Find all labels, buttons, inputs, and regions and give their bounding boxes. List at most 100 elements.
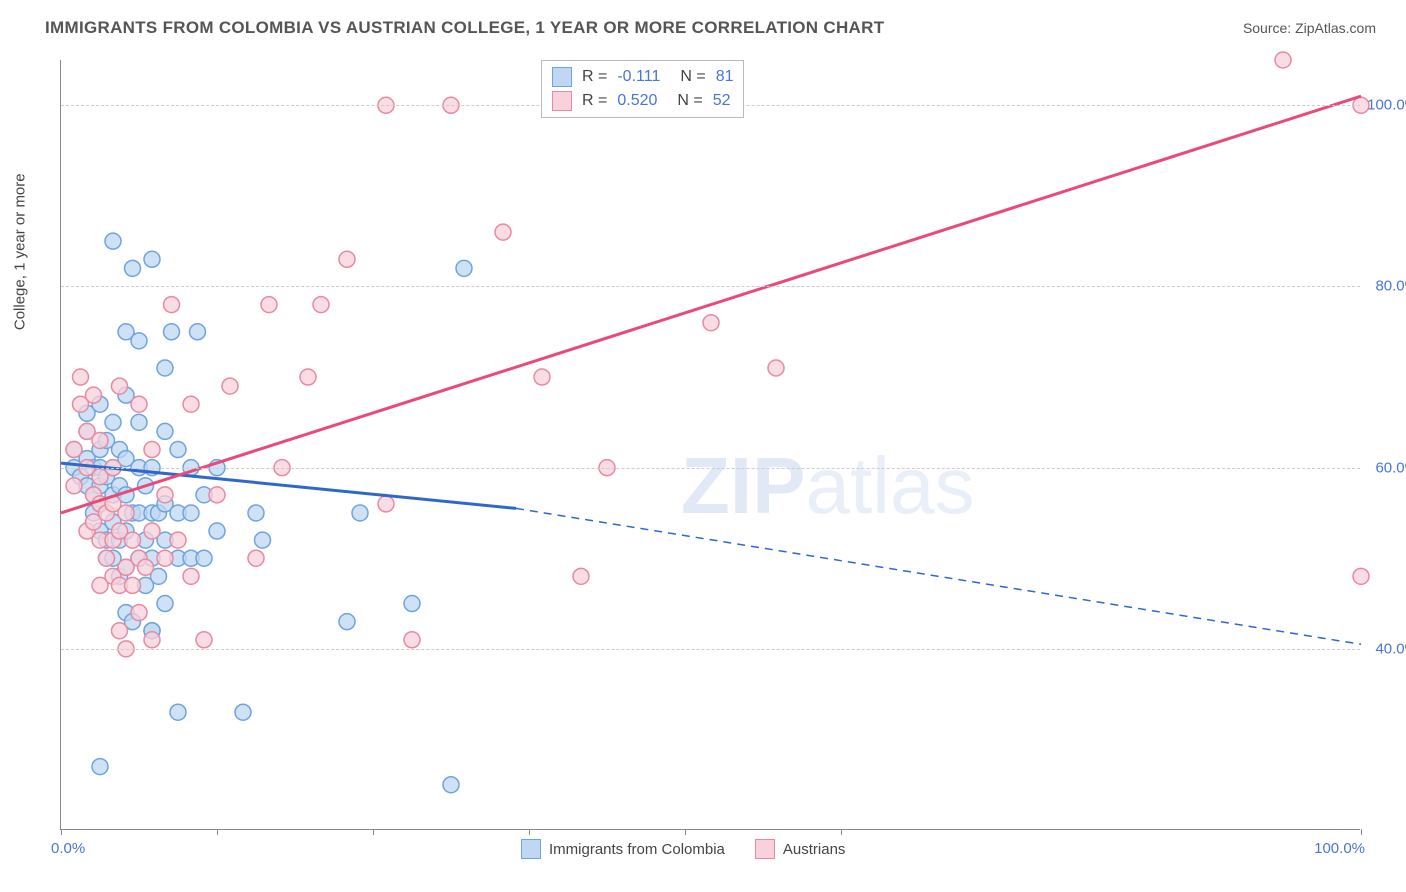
scatter-point (183, 396, 199, 412)
x-tick (529, 829, 530, 835)
scatter-point (170, 704, 186, 720)
chart-plot-area: ZIPatlas R =-0.111N =81R =0.520N =52 40.… (60, 60, 1360, 830)
scatter-point (144, 251, 160, 267)
x-tick (685, 829, 686, 835)
y-tick-label: 80.0% (1375, 278, 1406, 295)
scatter-point (112, 623, 128, 639)
x-tick (841, 829, 842, 835)
scatter-point (456, 260, 472, 276)
trend-line (61, 96, 1361, 513)
legend-series-label: Immigrants from Colombia (549, 841, 725, 858)
x-axis-min-label: 0.0% (51, 840, 85, 857)
scatter-point (92, 759, 108, 775)
scatter-point (534, 369, 550, 385)
scatter-point (255, 532, 271, 548)
scatter-point (73, 369, 89, 385)
scatter-point (170, 442, 186, 458)
scatter-point (209, 523, 225, 539)
scatter-point (157, 360, 173, 376)
legend-series: Immigrants from Colombia Austrians (521, 839, 845, 859)
legend-swatch (521, 839, 541, 859)
scatter-point (131, 605, 147, 621)
scatter-point (105, 233, 121, 249)
gridline (61, 286, 1360, 287)
legend-stat-row: R = 0.520 N = 52 (552, 89, 733, 113)
scatter-point (235, 704, 251, 720)
x-tick (61, 829, 62, 835)
scatter-point (125, 260, 141, 276)
scatter-point (248, 505, 264, 521)
scatter-point (144, 523, 160, 539)
scatter-point (112, 378, 128, 394)
legend-series-item: Immigrants from Colombia (521, 839, 725, 859)
scatter-point (86, 387, 102, 403)
legend-series-item: Austrians (755, 839, 846, 859)
scatter-point (768, 360, 784, 376)
scatter-point (157, 550, 173, 566)
scatter-point (105, 414, 121, 430)
legend-n-value: 81 (716, 68, 734, 86)
chart-title: IMMIGRANTS FROM COLOMBIA VS AUSTRIAN COL… (45, 18, 884, 38)
y-tick-label: 100.0% (1367, 97, 1406, 114)
scatter-point (164, 297, 180, 313)
scatter-point (300, 369, 316, 385)
legend-stats: R = -0.111 N = 81 R = 0.520 N = 52 (541, 60, 744, 118)
scatter-point (261, 297, 277, 313)
scatter-point (190, 324, 206, 340)
scatter-point (131, 414, 147, 430)
scatter-point (92, 432, 108, 448)
scatter-point (144, 442, 160, 458)
legend-r-label: R = (582, 92, 607, 110)
x-axis-max-label: 100.0% (1314, 840, 1365, 857)
legend-n-value: 52 (713, 92, 731, 110)
scatter-point (157, 423, 173, 439)
scatter-point (313, 297, 329, 313)
scatter-point (378, 496, 394, 512)
legend-swatch (552, 67, 572, 87)
legend-r-value: -0.111 (617, 68, 660, 86)
x-tick (373, 829, 374, 835)
legend-n-label: N = (677, 92, 702, 110)
scatter-point (339, 614, 355, 630)
scatter-point (183, 568, 199, 584)
scatter-point (703, 315, 719, 331)
scatter-point (248, 550, 264, 566)
scatter-point (495, 224, 511, 240)
y-tick-label: 40.0% (1375, 640, 1406, 657)
legend-swatch (552, 91, 572, 111)
scatter-point (196, 550, 212, 566)
scatter-point (352, 505, 368, 521)
x-tick (1361, 829, 1362, 835)
scatter-point (157, 596, 173, 612)
gridline (61, 649, 1360, 650)
scatter-point (1353, 568, 1369, 584)
scatter-point (222, 378, 238, 394)
scatter-point (125, 577, 141, 593)
y-axis-title: College, 1 year or more (12, 173, 29, 330)
scatter-point (66, 442, 82, 458)
scatter-point (99, 550, 115, 566)
y-tick-label: 60.0% (1375, 459, 1406, 476)
scatter-point (443, 777, 459, 793)
scatter-point (183, 505, 199, 521)
x-tick (217, 829, 218, 835)
scatter-point (138, 559, 154, 575)
scatter-point (196, 632, 212, 648)
scatter-point (573, 568, 589, 584)
scatter-point (404, 596, 420, 612)
scatter-point (144, 632, 160, 648)
scatter-point (66, 478, 82, 494)
scatter-point (118, 505, 134, 521)
legend-r-label: R = (582, 68, 607, 86)
scatter-point (164, 324, 180, 340)
trend-line-extrapolated (516, 508, 1361, 644)
scatter-point (125, 532, 141, 548)
legend-r-value: 0.520 (617, 92, 657, 110)
scatter-point (1275, 52, 1291, 68)
legend-n-label: N = (680, 68, 705, 86)
scatter-point (157, 487, 173, 503)
legend-stat-row: R = -0.111 N = 81 (552, 65, 733, 89)
chart-svg (61, 60, 1360, 829)
scatter-point (339, 251, 355, 267)
legend-series-label: Austrians (783, 841, 846, 858)
